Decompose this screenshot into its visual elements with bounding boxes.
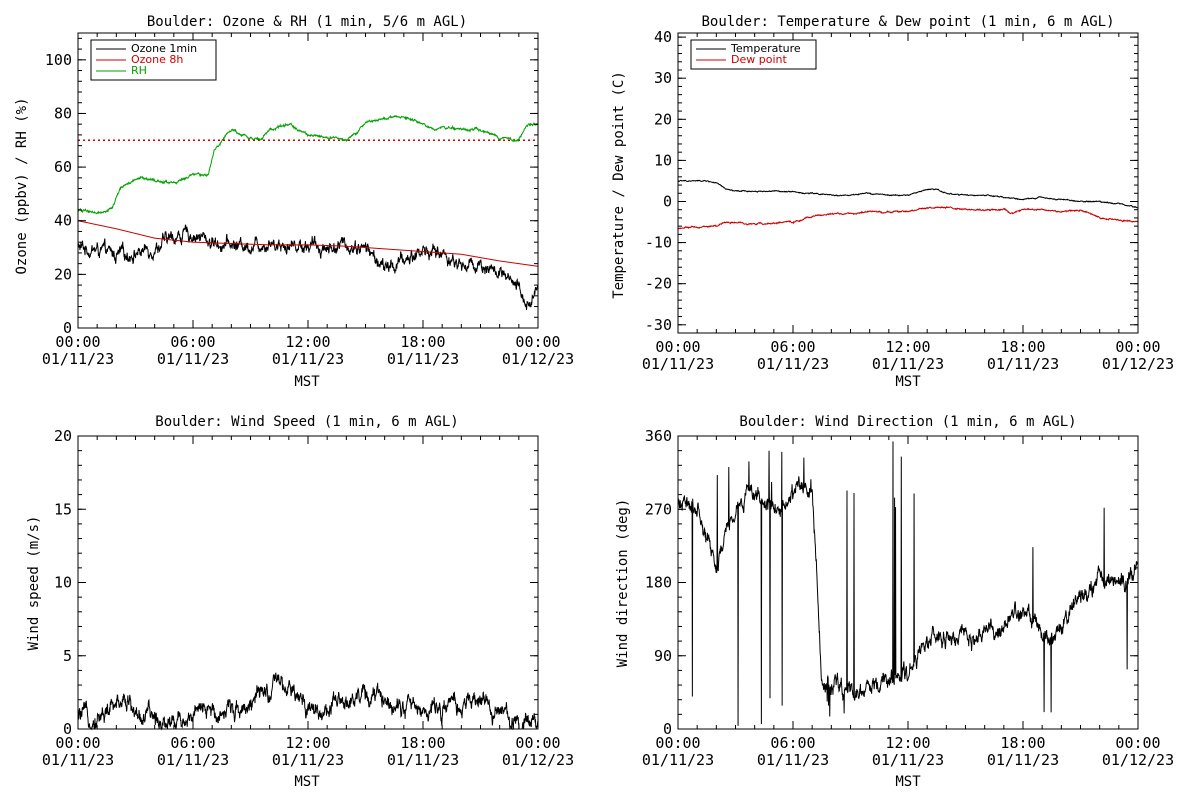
y-tick-label: 40 <box>54 212 72 230</box>
x-tick-date: 01/11/23 <box>157 350 229 368</box>
x-tick-time: 18:00 <box>400 734 445 752</box>
ozone-rh-panel: Boulder: Ozone & RH (1 min, 5/6 m AGL) O… <box>14 14 574 390</box>
legend-ozone-8h: Ozone 8h <box>131 53 183 66</box>
y-tick-label: 0 <box>63 720 72 738</box>
x-tick-date: 01/11/23 <box>757 355 829 373</box>
x-tick-time: 00:00 <box>55 333 100 351</box>
x-tick-date: 01/11/23 <box>387 350 459 368</box>
y-tick-label: 360 <box>645 427 672 445</box>
y-tick-label: 0 <box>663 192 672 210</box>
wind-speed-panel: Boulder: Wind Speed (1 min, 6 m AGL) Win… <box>26 414 574 790</box>
series-line-0-2 <box>77 114 539 215</box>
x-tick-date: 01/11/23 <box>987 355 1059 373</box>
x-tick-date: 01/11/23 <box>42 350 114 368</box>
ozone-rh-legend: Ozone 1min Ozone 8h RH <box>90 39 217 81</box>
x-tick-time: 18:00 <box>1000 734 1045 752</box>
y-tick-label: 20 <box>54 265 72 283</box>
y-tick-label: 270 <box>645 500 672 518</box>
x-tick-time: 18:00 <box>1000 338 1045 356</box>
series-line-2-0 <box>77 672 539 731</box>
x-tick-time: 00:00 <box>515 734 560 752</box>
y-tick-label: 15 <box>54 500 72 518</box>
x-tick-time: 00:00 <box>1115 734 1160 752</box>
y-tick-label: 40 <box>654 28 672 46</box>
temperature-dewpoint-axes-frame <box>677 32 1139 334</box>
x-tick-date: 01/12/23 <box>1102 355 1174 373</box>
y-tick-label: 5 <box>63 647 72 665</box>
y-tick-label: 10 <box>54 574 72 592</box>
wind-speed-title: Boulder: Wind Speed (1 min, 6 m AGL) <box>155 414 458 430</box>
x-tick-date: 01/11/23 <box>272 751 344 769</box>
wind-speed-axes-frame <box>77 435 539 730</box>
series-line-3-0 <box>677 441 1139 726</box>
legend-ozone-1min: Ozone 1min <box>131 42 197 55</box>
wind-direction-axes-frame <box>677 435 1139 730</box>
temperature-dewpoint-legend-box <box>690 39 817 70</box>
x-tick-date: 01/11/23 <box>272 350 344 368</box>
x-tick-date: 01/11/23 <box>987 751 1059 769</box>
x-tick-time: 00:00 <box>1115 338 1160 356</box>
y-tick-label: -10 <box>645 234 672 252</box>
x-tick-date: 01/12/23 <box>502 751 574 769</box>
ozone-rh-title: Boulder: Ozone & RH (1 min, 5/6 m AGL) <box>147 14 467 30</box>
x-tick-date: 01/12/23 <box>1102 751 1174 769</box>
ozone-rh-xlabel: MST <box>294 374 320 390</box>
x-tick-date: 01/11/23 <box>757 751 829 769</box>
y-tick-label: 90 <box>654 647 672 665</box>
ozone-rh-ylabel: Ozone (ppbv) / RH (%) <box>14 97 30 274</box>
series-line-0-0 <box>77 224 539 310</box>
y-tick-label: 20 <box>654 110 672 128</box>
wind-direction-title: Boulder: Wind Direction (1 min, 6 m AGL) <box>739 414 1076 430</box>
x-tick-date: 01/11/23 <box>157 751 229 769</box>
y-tick-label: 0 <box>63 319 72 337</box>
x-tick-time: 12:00 <box>885 734 930 752</box>
legend-temperature: Temperature <box>730 42 801 55</box>
x-tick-time: 06:00 <box>770 734 815 752</box>
wind-speed-xlabel: MST <box>294 774 320 790</box>
temperature-dewpoint-legend: Temperature Dew point <box>690 39 817 70</box>
x-tick-time: 00:00 <box>655 338 700 356</box>
y-tick-label: 60 <box>54 158 72 176</box>
x-tick-date: 01/11/23 <box>42 751 114 769</box>
x-tick-date: 01/11/23 <box>872 751 944 769</box>
x-tick-time: 06:00 <box>170 333 215 351</box>
y-tick-label: 80 <box>54 104 72 122</box>
temperature-dewpoint-title: Boulder: Temperature & Dew point (1 min,… <box>701 14 1114 30</box>
temperature-dewpoint-xlabel: MST <box>895 374 921 390</box>
y-tick-label: -30 <box>645 316 672 334</box>
y-tick-label: 100 <box>45 51 72 69</box>
wind-direction-ylabel: Wind direction (deg) <box>615 499 631 668</box>
x-tick-date: 01/12/23 <box>502 350 574 368</box>
y-tick-label: 20 <box>54 427 72 445</box>
series-line-1-0 <box>677 179 1139 209</box>
x-tick-time: 00:00 <box>55 734 100 752</box>
wind-speed-ylabel: Wind speed (m/s) <box>26 516 42 651</box>
y-tick-label: 30 <box>654 69 672 87</box>
x-tick-time: 06:00 <box>170 734 215 752</box>
x-tick-time: 06:00 <box>770 338 815 356</box>
x-tick-time: 12:00 <box>285 734 330 752</box>
x-tick-time: 00:00 <box>655 734 700 752</box>
x-tick-time: 12:00 <box>885 338 930 356</box>
x-tick-date: 01/11/23 <box>642 355 714 373</box>
x-tick-date: 01/11/23 <box>872 355 944 373</box>
x-tick-date: 01/11/23 <box>642 751 714 769</box>
series-line-1-1 <box>677 205 1139 230</box>
x-tick-date: 01/11/23 <box>387 751 459 769</box>
y-tick-label: 10 <box>654 151 672 169</box>
wind-direction-xlabel: MST <box>895 774 921 790</box>
temperature-dewpoint-panel: Boulder: Temperature & Dew point (1 min,… <box>611 14 1174 390</box>
x-tick-time: 00:00 <box>515 333 560 351</box>
temperature-dewpoint-ylabel: Temperature / Dew point (C) <box>611 71 627 299</box>
y-tick-label: 0 <box>663 720 672 738</box>
series-line-0-1 <box>77 220 539 267</box>
legend-rh: RH <box>131 64 147 77</box>
legend-dew-point: Dew point <box>731 53 787 66</box>
wind-direction-panel: Boulder: Wind Direction (1 min, 6 m AGL)… <box>615 414 1174 790</box>
y-tick-label: -20 <box>645 275 672 293</box>
x-tick-time: 12:00 <box>285 333 330 351</box>
x-tick-time: 18:00 <box>400 333 445 351</box>
y-tick-label: 180 <box>645 574 672 592</box>
